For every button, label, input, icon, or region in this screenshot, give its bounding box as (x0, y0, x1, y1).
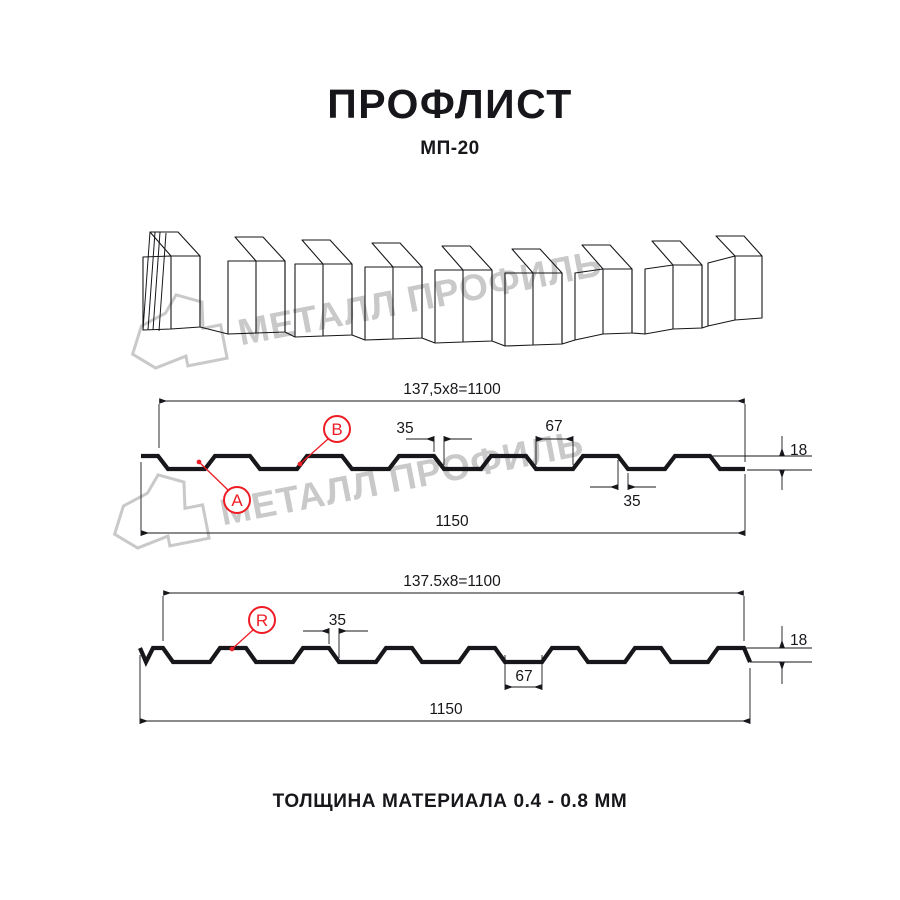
iso-rib (561, 244, 633, 345)
iso-rib (199, 236, 286, 335)
section-top: 137,5x8=1100 1150 35 67 (140, 381, 812, 536)
callout-b[interactable]: B (297, 415, 351, 467)
callout-a-label: A (231, 491, 243, 510)
dimension-label-ribtop2-top: 35 (623, 493, 640, 510)
iso-rib (284, 239, 353, 338)
profile-outline-bottom (138, 645, 752, 667)
dimension-overall-top (140, 462, 746, 536)
dimension-label-overall-bottom: 1150 (429, 701, 463, 718)
callout-a[interactable]: A (196, 459, 251, 514)
dimension-label-overall-top: 1150 (435, 513, 469, 530)
callout-r[interactable]: R (229, 606, 276, 652)
iso-rib (491, 248, 563, 347)
dimension-height-top (712, 436, 812, 490)
callout-b-label: B (331, 420, 342, 439)
metal-profile-logo-icon (112, 473, 211, 550)
dimension-overall-bottom (139, 655, 751, 724)
dimension-valley-bottom (504, 655, 543, 690)
dimension-ribtop-bottom (303, 628, 368, 658)
isometric-sheet-view (142, 231, 763, 347)
iso-rib (631, 240, 703, 335)
iso-rib (351, 242, 423, 341)
dimension-pitch-bottom (162, 590, 745, 641)
dimension-ribtop-top (406, 436, 472, 465)
iso-rib (421, 245, 493, 344)
dimension-label-ribtop-top: 35 (396, 420, 413, 437)
page-title: ПРОФЛИСТ (327, 81, 573, 127)
metal-profile-logo-icon (130, 293, 229, 370)
model-designation: МП-20 (420, 138, 480, 159)
dimension-valley-top (535, 436, 574, 465)
section-bottom: 137.5x8=1100 1150 35 67 (138, 573, 812, 724)
dimension-ribtop2-top (590, 460, 656, 490)
dimension-label-height-top: 18 (790, 442, 807, 459)
dimension-label-pitch-top: 137,5x8=1100 (403, 381, 501, 398)
dimension-height-bottom (716, 626, 812, 684)
dimension-pitch-top (158, 398, 746, 462)
dimension-label-pitch-bottom: 137.5x8=1100 (403, 573, 501, 590)
title-block: ПРОФЛИСТ МП-20 (0, 81, 900, 159)
dimension-label-valley-top: 67 (545, 418, 562, 435)
dimension-label-ribtop-bottom: 35 (329, 612, 346, 629)
profile-outline-top (141, 453, 745, 472)
dimension-label-height-bottom: 18 (790, 632, 807, 649)
dimension-label-valley-bottom: 67 (515, 668, 532, 685)
material-thickness-note: ТОЛЩИНА МАТЕРИАЛА 0.4 - 0.8 ММ (272, 791, 628, 812)
callout-r-label: R (256, 611, 268, 630)
iso-rib (701, 235, 763, 329)
